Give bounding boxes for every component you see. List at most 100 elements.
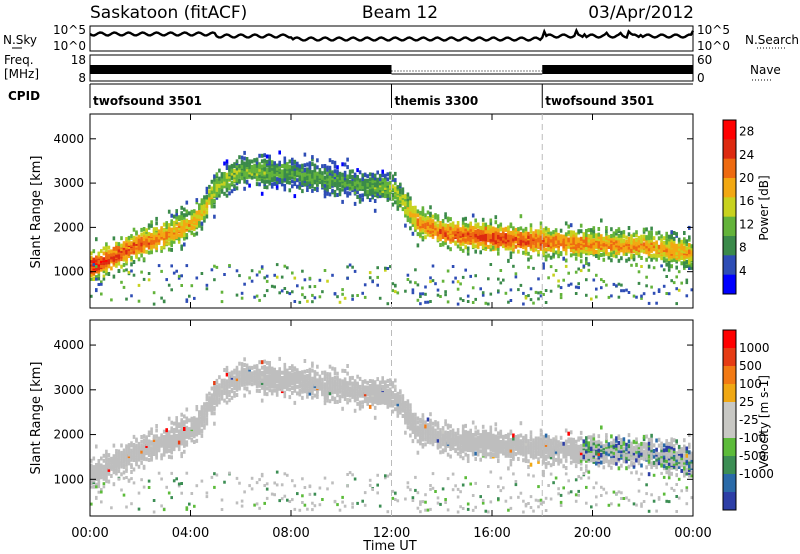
velocity-cell <box>391 403 395 408</box>
power-cell <box>336 165 339 170</box>
velocity-cell <box>132 453 136 457</box>
power-cell <box>341 176 344 181</box>
power-cell <box>497 289 500 293</box>
power-cell <box>107 250 111 255</box>
power-cell <box>675 232 678 237</box>
power-cell <box>361 182 364 187</box>
velocity-cell <box>280 370 284 375</box>
power-cell <box>225 178 229 183</box>
power-cell <box>524 240 528 245</box>
velocity-cell <box>301 370 304 375</box>
velocity-cell <box>92 456 96 461</box>
power-cell <box>642 227 646 232</box>
velocity-cell <box>265 496 269 500</box>
power-cell <box>414 281 417 285</box>
nave-tick-high: 60 <box>697 53 712 67</box>
power-cell <box>100 267 103 272</box>
power-cell <box>396 199 400 204</box>
power-cell <box>228 191 231 196</box>
velocity-cell <box>233 368 236 373</box>
velocity-cell <box>497 448 500 453</box>
power-cell <box>336 179 339 184</box>
power-cell <box>361 173 364 178</box>
power-cell <box>677 242 681 247</box>
power-cell <box>640 294 643 298</box>
power-cell <box>301 269 304 273</box>
power-cell <box>620 241 623 246</box>
velocity-cell <box>233 390 236 395</box>
velocity-cell <box>361 379 364 384</box>
power-cell <box>92 259 96 264</box>
power-cell <box>301 167 304 172</box>
velocity-cell <box>268 367 271 372</box>
power-cell <box>559 251 563 256</box>
velocity-cell <box>117 469 121 474</box>
velocity-cell <box>399 394 402 399</box>
power-cell <box>635 295 638 299</box>
velocity-cell <box>484 442 488 446</box>
velocity-cell <box>100 466 103 471</box>
velocity-cell <box>399 405 402 410</box>
velocity-cell <box>172 479 176 483</box>
power-cell <box>680 239 683 244</box>
velocity-cell <box>213 381 216 385</box>
power-cell <box>155 236 158 241</box>
noise-trace <box>89 27 695 42</box>
velocity-cell <box>389 396 392 401</box>
power-cell <box>130 236 133 241</box>
power-cell <box>363 185 367 190</box>
power-cell <box>323 167 327 172</box>
power-cell <box>203 197 206 202</box>
velocity-cell <box>487 436 490 441</box>
power-cell <box>140 227 143 232</box>
power-cell <box>419 210 422 215</box>
velocity-cell <box>110 474 113 478</box>
velocity-cell <box>484 450 488 455</box>
velocity-cell <box>391 393 395 398</box>
velocity-cell <box>293 484 297 488</box>
velocity-cell <box>401 407 405 412</box>
velocity-cell <box>100 490 103 494</box>
velocity-cell <box>177 433 181 438</box>
velocity-cell <box>348 398 352 403</box>
velocity-cell <box>195 438 199 443</box>
power-cell <box>489 263 493 266</box>
velocity-cell <box>306 388 309 393</box>
power-cell <box>481 226 485 231</box>
velocity-cell <box>336 371 339 376</box>
velocity-cell <box>172 435 176 440</box>
power-cell <box>466 251 470 256</box>
power-cell <box>328 158 332 163</box>
power-cell <box>283 264 287 268</box>
power-cell <box>195 198 199 203</box>
power-cell <box>318 172 322 177</box>
power-cell <box>522 245 525 250</box>
power-cell <box>157 238 161 243</box>
velocity-cell <box>441 442 445 447</box>
power-cell <box>499 226 503 231</box>
velocity-cell <box>213 485 216 489</box>
power-cell <box>165 225 168 229</box>
power-cell <box>308 174 312 179</box>
power-cell <box>255 171 259 176</box>
velocity-cell <box>376 394 379 399</box>
power-cell <box>667 234 671 239</box>
power-cell <box>394 181 397 186</box>
power-cell <box>554 236 558 241</box>
power-cell <box>270 182 274 187</box>
power-cell <box>414 212 417 217</box>
velocity-cell <box>373 390 377 394</box>
power-cell <box>670 254 673 259</box>
power-cell <box>240 296 244 300</box>
power-cell <box>509 246 513 251</box>
power-cell <box>333 180 337 185</box>
velocity-cell <box>260 472 264 476</box>
power-cell <box>532 233 535 238</box>
power-cell <box>499 281 503 285</box>
power-cell <box>657 253 661 258</box>
velocity-cell <box>386 399 390 404</box>
power-cell <box>509 251 513 256</box>
power-cell <box>655 250 658 255</box>
power-heatmap <box>90 150 694 306</box>
power-cell <box>547 238 550 243</box>
